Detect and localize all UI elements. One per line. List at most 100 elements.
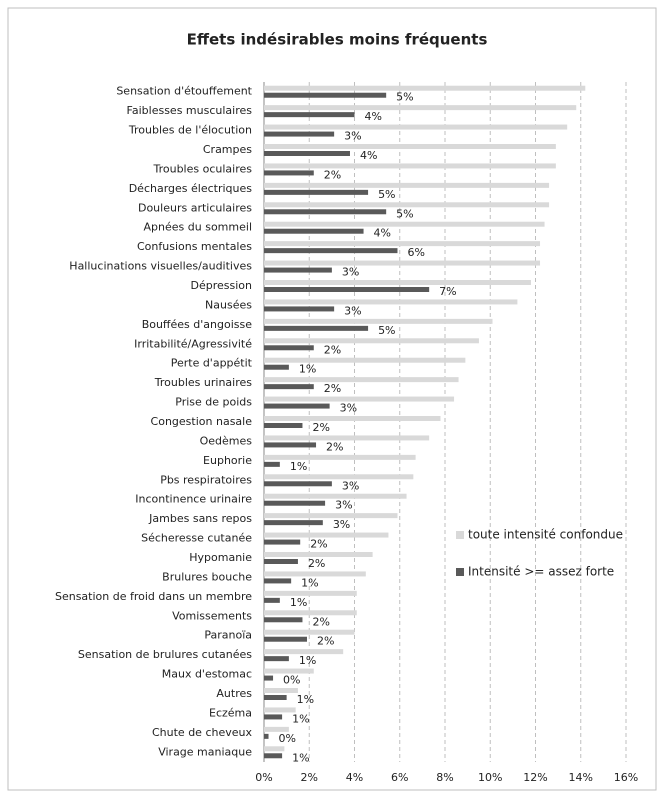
bar	[264, 228, 364, 234]
bar	[264, 435, 430, 441]
y-tick-label: Euphorie	[203, 454, 252, 467]
bar	[264, 423, 303, 428]
x-tick-label: 2%	[301, 771, 318, 784]
data-label: 2%	[308, 557, 325, 570]
data-label: 3%	[340, 402, 357, 415]
bar	[264, 260, 541, 266]
y-tick-label: Congestion nasale	[151, 415, 253, 428]
y-tick-label: Apnées du sommeil	[144, 221, 252, 234]
bar	[264, 112, 355, 118]
data-label: 6%	[407, 246, 424, 259]
bar	[264, 532, 389, 538]
y-tick-label: Troubles urinaires	[154, 376, 252, 389]
x-tick-label: 12%	[523, 771, 547, 784]
bar	[264, 131, 335, 137]
y-tick-label: Sécheresse cutanée	[141, 532, 252, 545]
bar	[264, 92, 387, 98]
data-label: 2%	[312, 421, 329, 434]
y-tick-label: Sensation de brulures cutanées	[78, 648, 252, 661]
data-label: 2%	[324, 382, 341, 395]
bar	[264, 306, 335, 312]
data-label: 2%	[324, 343, 341, 356]
bar	[264, 416, 441, 421]
data-label: 2%	[310, 538, 327, 551]
y-tick-label: Troubles de l'élocution	[128, 124, 252, 137]
data-label: 1%	[299, 363, 316, 376]
bar	[264, 105, 577, 111]
bar	[264, 267, 332, 273]
y-tick-label: Bouffées d'angoisse	[142, 318, 253, 331]
legend-label: Intensité >= assez forte	[468, 565, 614, 579]
bar	[264, 325, 369, 331]
y-tick-label: Faiblesses musculaires	[127, 104, 253, 117]
bar	[264, 151, 350, 156]
bar	[264, 656, 289, 662]
bar	[264, 714, 283, 720]
bar	[264, 384, 314, 390]
y-tick-label: Eczéma	[209, 706, 252, 719]
y-tick-label: Nausées	[205, 298, 252, 311]
bar	[264, 287, 430, 292]
y-tick-label: Jambes sans repos	[148, 512, 252, 525]
bar	[264, 733, 269, 739]
data-label: 2%	[326, 440, 343, 453]
y-tick-label: Chute de cheveux	[152, 726, 252, 739]
bar	[264, 649, 344, 655]
bar	[264, 221, 545, 227]
bar	[264, 636, 307, 642]
y-tick-label: Dépression	[191, 279, 253, 292]
bar	[264, 364, 289, 370]
bar	[264, 357, 466, 363]
legend-swatch	[456, 531, 464, 539]
y-tick-label: Maux d'estomac	[162, 668, 252, 681]
y-tick-label: Brulures bouche	[162, 570, 252, 583]
bar	[264, 726, 289, 732]
bar	[264, 688, 298, 693]
bar	[264, 493, 407, 499]
data-label: 1%	[297, 693, 314, 706]
bar	[264, 571, 366, 577]
y-tick-label: Incontinence urinaire	[135, 493, 252, 506]
data-label: 5%	[378, 188, 395, 201]
y-tick-label: Hypomanie	[189, 551, 252, 564]
data-label: 1%	[301, 576, 318, 589]
bar	[264, 707, 296, 713]
data-label: 3%	[342, 479, 359, 492]
data-label: 3%	[335, 499, 352, 512]
bar	[264, 610, 357, 616]
x-tick-label: 8%	[436, 771, 453, 784]
bar	[264, 559, 298, 564]
bar	[264, 500, 326, 506]
bar	[264, 513, 398, 519]
data-label: 1%	[290, 596, 307, 609]
x-tick-label: 16%	[614, 771, 638, 784]
y-tick-label: Sensation de froid dans un membre	[55, 590, 252, 603]
data-label: 1%	[292, 712, 309, 725]
bar	[264, 481, 332, 487]
bar	[264, 124, 568, 130]
x-tick-label: 6%	[391, 771, 408, 784]
bar	[264, 746, 285, 752]
bar	[264, 280, 531, 285]
data-label: 0%	[283, 674, 300, 687]
data-label: 2%	[324, 168, 341, 181]
y-tick-label: Paranoïa	[204, 629, 252, 642]
y-tick-label: Oedèmes	[200, 434, 253, 447]
bar	[264, 396, 455, 402]
bar	[264, 209, 387, 215]
x-tick-label: 10%	[478, 771, 502, 784]
data-label: 1%	[299, 654, 316, 667]
bar	[264, 753, 283, 759]
y-tick-label: Autres	[216, 687, 252, 700]
bar	[264, 182, 550, 188]
y-tick-label: Irritabilité/Agressivité	[134, 337, 252, 350]
data-label: 0%	[279, 732, 296, 745]
x-tick-label: 14%	[569, 771, 593, 784]
y-tick-label: Crampes	[203, 143, 252, 156]
bar	[264, 442, 317, 448]
data-label: 1%	[292, 751, 309, 764]
bar	[264, 170, 314, 176]
bar	[264, 338, 479, 344]
y-tick-label: Hallucinations visuelles/auditives	[69, 260, 252, 273]
